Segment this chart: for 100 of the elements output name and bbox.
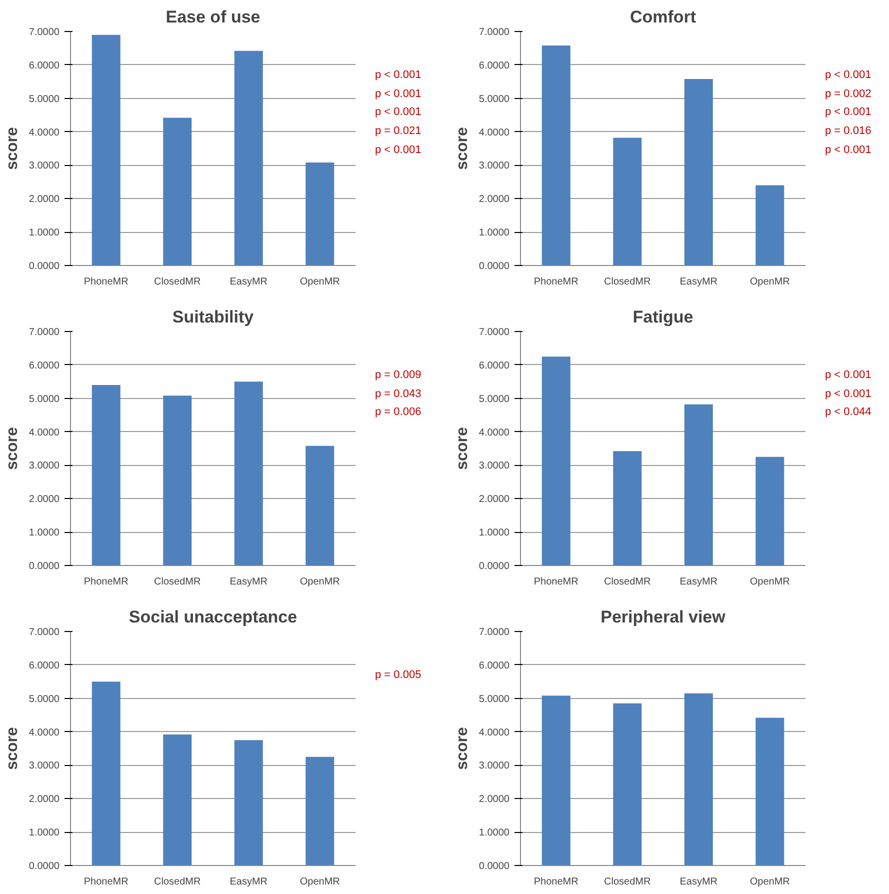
y-tick-label: 0.0000 — [478, 861, 510, 872]
text: p = 0.005 — [375, 668, 422, 683]
y-tick-label: 1.0000 — [28, 228, 60, 239]
text: p = 0.002 — [825, 86, 872, 102]
y-tick-label: 7.0000 — [28, 627, 60, 638]
x-tick-label: EasyMR — [680, 576, 718, 588]
y-tick-label: 7.0000 — [478, 627, 510, 638]
y-tick-label: 2.0000 — [28, 794, 60, 806]
text: p = 0.016 — [825, 124, 872, 140]
x-tick-label: OpenMR — [750, 576, 790, 588]
y-tick-label: 3.0000 — [478, 760, 510, 772]
y-tick-label: 0.0000 — [478, 561, 510, 572]
text: p < 0.001 — [825, 368, 872, 383]
y-tick-label: 2.0000 — [28, 494, 60, 506]
x-tick-label: ClosedMR — [154, 276, 201, 288]
x-tick-label: ClosedMR — [154, 876, 201, 888]
x-tick-label: EasyMR — [230, 876, 268, 888]
text: p = 0.043 — [375, 386, 422, 402]
y-tick-label: 4.0000 — [28, 427, 60, 438]
y-tick-label: 4.0000 — [28, 727, 60, 738]
y-tick-label: 1.0000 — [478, 528, 510, 539]
y-tick-label: 4.0000 — [478, 127, 510, 138]
bar — [613, 138, 642, 266]
y-axis-title: score — [4, 727, 21, 770]
x-tick-label: EasyMR — [680, 276, 718, 288]
text: p = 0.009 — [375, 368, 422, 383]
bar — [542, 46, 570, 266]
x-tick-label: EasyMR — [680, 876, 718, 888]
chart-title: Ease of use — [166, 8, 260, 26]
y-tick-label: 0.0000 — [28, 261, 60, 272]
y-tick-label: 1.0000 — [478, 228, 510, 239]
bar — [92, 682, 120, 866]
y-tick-label: 6.0000 — [28, 660, 60, 672]
y-tick-label: 5.0000 — [28, 94, 60, 105]
chart-title: Fatigue — [632, 308, 694, 326]
bar — [684, 693, 713, 866]
bar — [234, 740, 263, 866]
bar — [234, 382, 263, 566]
x-tick-label: OpenMR — [300, 876, 340, 888]
y-tick-label: 3.0000 — [28, 760, 60, 772]
y-tick-label: 5.0000 — [478, 694, 510, 705]
x-tick-label: PhoneMR — [84, 276, 128, 288]
x-tick-label: OpenMR — [750, 876, 790, 888]
bar — [306, 162, 334, 266]
y-tick-label: 6.0000 — [478, 660, 510, 672]
y-tick-label: 6.0000 — [478, 360, 510, 372]
text: p < 0.044 — [825, 405, 872, 420]
y-tick-label: 3.0000 — [478, 460, 510, 472]
y-tick-label: 2.0000 — [28, 194, 60, 206]
y-tick-label: 7.0000 — [478, 27, 510, 38]
bar — [542, 356, 570, 566]
y-tick-label: 2.0000 — [478, 794, 510, 806]
y-tick-label: 3.0000 — [28, 460, 60, 472]
y-tick-label: 6.0000 — [28, 60, 60, 72]
y-tick-label: 4.0000 — [478, 727, 510, 738]
y-axis-title: score — [4, 127, 21, 170]
bar — [684, 78, 713, 266]
y-tick-label: 5.0000 — [478, 394, 510, 405]
x-tick-label: OpenMR — [750, 276, 790, 288]
x-tick-label: EasyMR — [230, 576, 268, 588]
y-tick-label: 6.0000 — [28, 360, 60, 372]
bar — [163, 118, 192, 266]
y-tick-label: 5.0000 — [28, 694, 60, 705]
y-tick-label: 0.0000 — [28, 561, 60, 572]
chart-title: Suitability — [172, 308, 254, 326]
x-tick-label: ClosedMR — [154, 576, 201, 588]
chart-title: Peripheral view — [600, 608, 726, 626]
x-tick-label: ClosedMR — [604, 576, 651, 588]
text: p < 0.001 — [375, 142, 422, 158]
bar — [163, 734, 192, 866]
text: p < 0.001 — [825, 68, 872, 83]
bar — [92, 34, 120, 266]
x-tick-label: PhoneMR — [534, 576, 578, 588]
y-tick-label: 0.0000 — [28, 861, 60, 872]
text: p = 0.021 — [375, 124, 422, 140]
y-tick-label: 1.0000 — [478, 828, 510, 839]
bar — [163, 396, 192, 566]
x-tick-label: OpenMR — [300, 576, 340, 588]
x-tick-label: PhoneMR — [534, 276, 578, 288]
x-tick-label: PhoneMR — [534, 876, 578, 888]
y-tick-label: 5.0000 — [478, 94, 510, 105]
text: p < 0.001 — [375, 68, 422, 83]
text: p < 0.001 — [825, 142, 872, 158]
y-axis-title: score — [4, 427, 21, 470]
bar — [542, 696, 570, 866]
y-tick-label: 4.0000 — [478, 427, 510, 438]
bar — [613, 703, 642, 866]
x-tick-label: ClosedMR — [604, 876, 651, 888]
y-tick-label: 3.0000 — [478, 160, 510, 172]
y-tick-label: 2.0000 — [478, 194, 510, 206]
text: p = 0.006 — [375, 405, 422, 420]
bar — [92, 384, 120, 566]
text: p < 0.001 — [825, 386, 872, 402]
y-axis-title: score — [454, 727, 471, 770]
text: p < 0.001 — [375, 105, 422, 120]
y-tick-label: 0.0000 — [478, 261, 510, 272]
text: p < 0.001 — [375, 86, 422, 102]
chart-title: Social unacceptance — [128, 608, 298, 626]
y-tick-label: 7.0000 — [28, 327, 60, 338]
y-tick-label: 2.0000 — [478, 494, 510, 506]
